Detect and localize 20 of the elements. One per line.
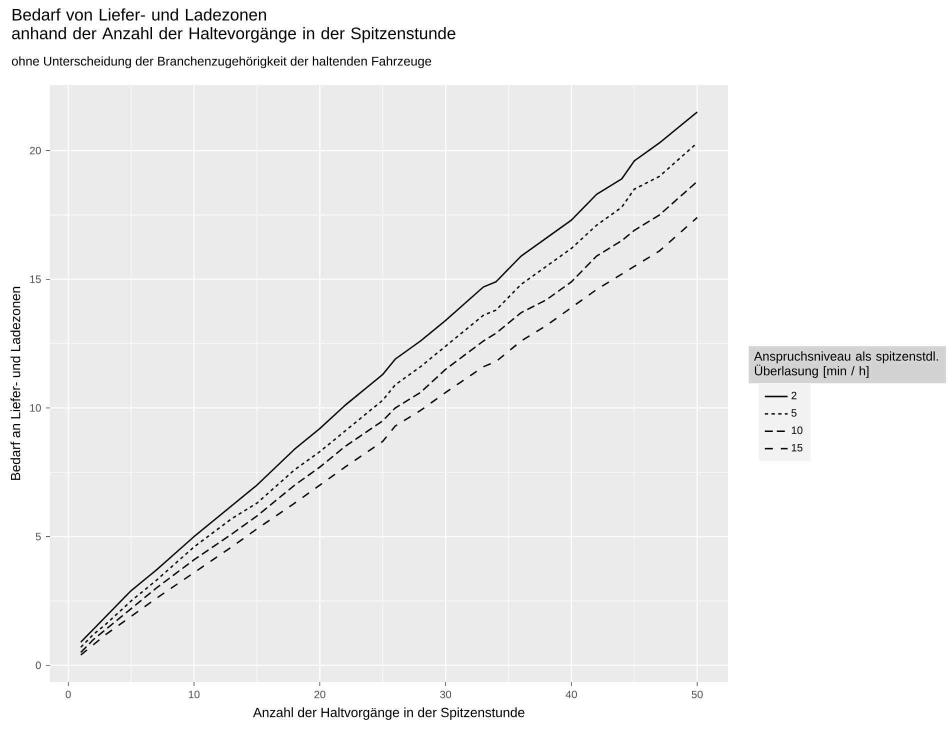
y-tick-label: 10 <box>30 404 41 412</box>
x-tick-label: 0 <box>66 690 71 698</box>
x-tick-label: 40 <box>566 690 577 698</box>
legend-label: 10 <box>792 426 802 434</box>
legend-label: 2 <box>792 392 796 400</box>
y-tick-label: 5 <box>36 532 41 540</box>
y-tick-label: 0 <box>36 662 41 670</box>
chart-subtitle: ohne Unterscheidung der Branchenzugehörigkeit der haltenden Fahrzeuge <box>12 56 432 68</box>
x-tick-label: 30 <box>440 690 452 698</box>
y-tick-label: 15 <box>30 276 41 283</box>
x-axis-title: Anzahl der Haltvorgänge in der Spitzenstunde <box>253 707 524 720</box>
legend-label: 5 <box>791 409 796 417</box>
x-tick-label: 10 <box>188 690 200 698</box>
x-tick-label: 20 <box>314 690 326 698</box>
y-tick-label: 20 <box>30 146 41 154</box>
chart-title: Bedarf von Liefer- und Ladezonen anhand der Anzahl der Haltevorgänge in der Spitzenstunde <box>12 8 456 43</box>
legend-title: Anspruchsniveau als spitzenstdl. Überlasung [min / h] <box>754 351 938 378</box>
x-tick-label: 50 <box>692 690 703 698</box>
y-axis-title: Bedarf an Liefer- und Ladezonen <box>10 286 20 480</box>
legend-label: 15 <box>792 444 802 452</box>
